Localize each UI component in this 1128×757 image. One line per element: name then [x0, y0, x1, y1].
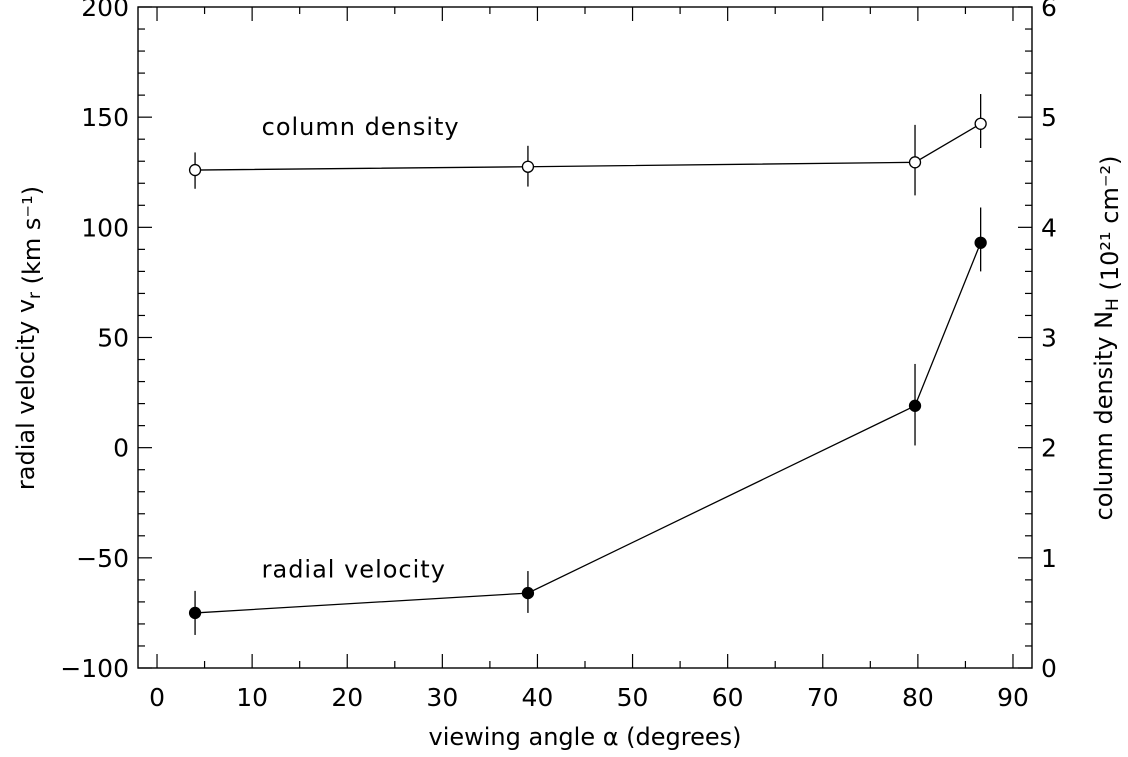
- x-tick-label: 70: [807, 683, 839, 712]
- left-y-axis-title: radial velocity vr (km s⁻¹): [12, 186, 46, 490]
- right-y-tick-label: 0: [1041, 654, 1057, 683]
- right-y-axis-ticks: 0 1 2 3 4 5 6: [1018, 0, 1057, 683]
- right-y-tick-label: 4: [1041, 213, 1057, 242]
- left-y-tick-label: 0: [113, 434, 129, 463]
- x-tick-label: 80: [902, 683, 934, 712]
- x-axis-ticks: 0 10 20 30 40 50 60 70 80 90: [149, 7, 1029, 712]
- column-density-point: [908, 156, 922, 169]
- series-layer: [188, 94, 987, 635]
- right-y-tick-label: 2: [1041, 434, 1057, 463]
- right-y-tick-label: 5: [1041, 103, 1057, 132]
- x-tick-label: 10: [236, 683, 268, 712]
- x-tick-label: 90: [997, 683, 1029, 712]
- left-y-tick-label: 150: [81, 103, 129, 132]
- right-y-tick-label: 3: [1041, 324, 1057, 353]
- column-density-point: [188, 163, 202, 177]
- column-density-point: [521, 160, 535, 173]
- series-annotation: radial velocity: [262, 556, 446, 584]
- x-tick-label: 40: [522, 683, 554, 712]
- column-density-point: [974, 117, 987, 130]
- radial-velocity-point: [521, 586, 535, 600]
- x-axis-title: viewing angle α (degrees): [428, 723, 741, 751]
- radial-velocity-line: [195, 242, 982, 614]
- left-y-tick-label: 100: [81, 213, 129, 242]
- x-tick-label: 60: [712, 683, 744, 712]
- x-tick-label: 20: [331, 683, 363, 712]
- right-y-tick-label: 6: [1041, 0, 1057, 22]
- radial-velocity-point: [908, 399, 922, 412]
- column-density-line: [195, 123, 981, 171]
- radial-velocity-point: [974, 236, 987, 249]
- series-annotation: column density: [262, 113, 460, 141]
- right-y-axis-title: column density NH (10²¹ cm⁻²): [1090, 156, 1124, 521]
- left-y-tick-label: −50: [76, 544, 129, 573]
- left-y-axis-ticks: −100 −50 0 50 100 150 200: [60, 0, 152, 683]
- left-y-tick-label: 200: [81, 0, 129, 22]
- x-tick-label: 30: [426, 683, 458, 712]
- x-tick-label: 50: [617, 683, 649, 712]
- left-y-tick-label: −100: [60, 654, 129, 683]
- right-y-tick-label: 1: [1041, 544, 1057, 573]
- left-y-tick-label: 50: [97, 324, 129, 353]
- x-tick-label: 0: [149, 683, 165, 712]
- radial-velocity-point: [188, 606, 202, 620]
- annotation-layer: column density radial velocity: [262, 113, 460, 584]
